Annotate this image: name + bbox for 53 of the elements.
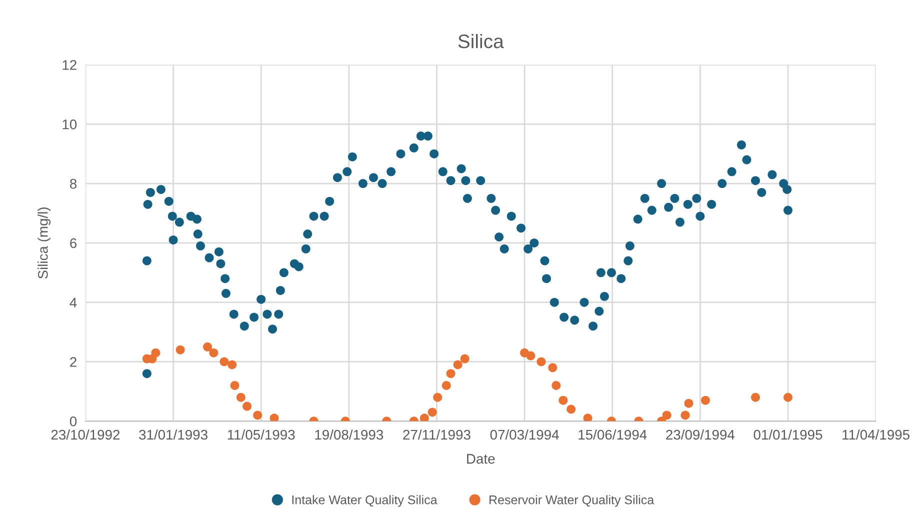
chart-title: Silica <box>458 34 504 48</box>
x-axis-title: Date <box>467 454 495 464</box>
point <box>220 357 229 366</box>
y-tick-label: 10 <box>62 119 77 130</box>
point <box>253 410 262 420</box>
point <box>230 380 240 390</box>
point <box>684 398 694 408</box>
x-tick-label: 27/11/1993 <box>403 429 470 440</box>
x-tick-label: 19/08/1993 <box>315 429 384 440</box>
point <box>420 414 429 422</box>
x-tick-label: 11/05/1993 <box>228 429 295 440</box>
x-tick-label: 23/09/1994 <box>666 429 735 440</box>
point <box>236 392 246 402</box>
x-tick-label: 15/06/1994 <box>578 429 647 440</box>
point <box>433 392 442 402</box>
y-tick-label: 8 <box>70 178 77 189</box>
point <box>242 402 252 411</box>
point <box>460 354 470 364</box>
y-axis-title: Silica (mg/l) <box>38 208 51 279</box>
y-tick-label: 0 <box>70 416 77 426</box>
point <box>151 348 160 358</box>
y-tick-label: 12 <box>62 60 76 70</box>
y-tick-label: 6 <box>70 238 77 248</box>
point <box>176 345 185 354</box>
point <box>228 360 237 370</box>
x-tick-label: 11/04/1995 <box>842 429 910 440</box>
y-tick-label: 2 <box>70 357 76 367</box>
x-tick-label: 01/01/1995 <box>754 429 822 440</box>
point <box>536 357 546 366</box>
point <box>442 380 451 390</box>
x-tick-label: 31/01/1993 <box>139 429 208 440</box>
point <box>552 380 561 390</box>
point <box>662 410 672 420</box>
x-tick-label: 07/03/1994 <box>490 429 559 440</box>
point <box>583 414 592 422</box>
legend-label: Reservoir Water Quality Silica <box>490 495 654 507</box>
point <box>783 392 792 402</box>
point <box>453 360 462 370</box>
point <box>209 348 218 358</box>
point <box>203 342 212 352</box>
point <box>446 369 456 378</box>
point <box>270 414 279 422</box>
y-tick-label: 4 <box>70 298 77 308</box>
point <box>751 392 760 402</box>
point <box>548 363 558 372</box>
point <box>558 396 568 405</box>
point <box>566 404 576 414</box>
point <box>526 351 536 360</box>
x-tick-label: 23/10/1992 <box>51 429 120 440</box>
point <box>428 408 437 417</box>
point <box>680 410 690 420</box>
point <box>700 396 710 405</box>
legend-label: Intake Water Quality Silica <box>292 495 438 507</box>
